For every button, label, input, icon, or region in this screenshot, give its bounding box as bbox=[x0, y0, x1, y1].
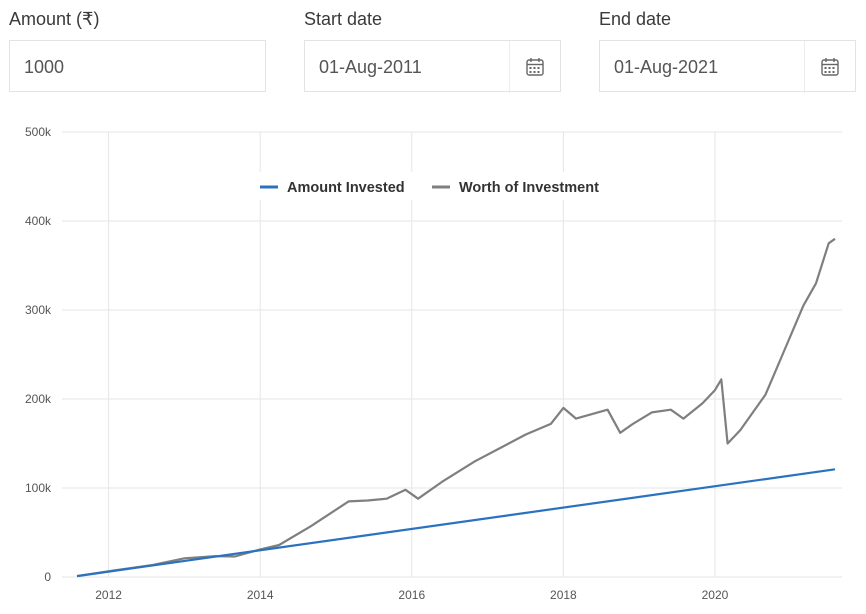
x-axis: 2012 2014 2016 2018 2020 bbox=[95, 588, 728, 602]
calendar-icon[interactable] bbox=[804, 41, 855, 93]
series-worth-of-investment-line bbox=[76, 237, 836, 578]
chart-legend: Amount Invested Worth of Investment bbox=[250, 172, 620, 200]
amount-field-group: Amount (₹) bbox=[9, 8, 266, 40]
start-date-field-group: Start date bbox=[304, 8, 561, 40]
y-tick-label: 0 bbox=[44, 570, 51, 584]
start-date-value: 01-Aug-2011 bbox=[319, 57, 422, 77]
x-tick-label: 2014 bbox=[247, 588, 274, 602]
amount-label: Amount (₹) bbox=[9, 9, 100, 29]
calendar-icon[interactable] bbox=[509, 41, 560, 93]
amount-value: 1000 bbox=[24, 57, 65, 77]
end-date-field-group: End date bbox=[599, 8, 856, 40]
start-date-label: Start date bbox=[304, 9, 383, 29]
chart-series bbox=[76, 237, 836, 578]
legend-label: Amount Invested bbox=[287, 180, 405, 196]
end-date-value: 01-Aug-2021 bbox=[614, 57, 719, 77]
x-tick-label: 2018 bbox=[550, 588, 577, 602]
x-tick-label: 2020 bbox=[702, 588, 729, 602]
end-date-input[interactable]: 01-Aug-2021 bbox=[599, 40, 856, 93]
start-date-input[interactable]: 01-Aug-2011 bbox=[304, 40, 561, 93]
y-axis: 0 100k 200k 300k 400k 500k bbox=[25, 125, 52, 584]
y-tick-label: 200k bbox=[25, 392, 52, 406]
end-date-label: End date bbox=[599, 9, 672, 29]
x-tick-label: 2012 bbox=[95, 588, 122, 602]
legend-label: Worth of Investment bbox=[459, 180, 599, 196]
amount-input[interactable]: 1000 bbox=[9, 40, 266, 92]
x-tick-label: 2016 bbox=[398, 588, 425, 602]
y-tick-label: 400k bbox=[25, 214, 52, 228]
series-amount-invested-line bbox=[76, 468, 836, 578]
y-tick-label: 100k bbox=[25, 481, 52, 495]
y-tick-label: 300k bbox=[25, 303, 52, 317]
y-tick-label: 500k bbox=[25, 125, 52, 139]
chart-grid bbox=[62, 131, 842, 578]
